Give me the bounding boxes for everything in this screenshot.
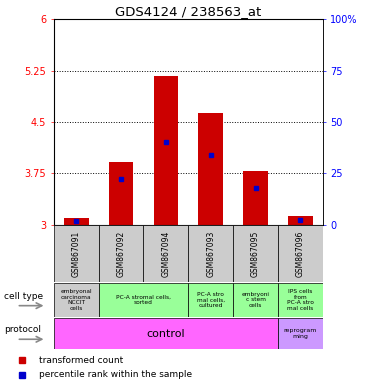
Bar xyxy=(233,225,278,282)
Bar xyxy=(144,225,188,282)
Text: cell type: cell type xyxy=(4,291,43,301)
Bar xyxy=(188,283,233,317)
Text: PC-A stromal cells,
sorted: PC-A stromal cells, sorted xyxy=(116,295,171,305)
Bar xyxy=(54,318,278,349)
Bar xyxy=(54,283,99,317)
Title: GDS4124 / 238563_at: GDS4124 / 238563_at xyxy=(115,5,262,18)
Text: GSM867093: GSM867093 xyxy=(206,231,215,277)
Text: protocol: protocol xyxy=(4,325,41,334)
Text: GSM867094: GSM867094 xyxy=(161,231,170,277)
Text: transformed count: transformed count xyxy=(39,356,123,365)
Bar xyxy=(109,162,133,225)
Bar xyxy=(278,318,323,349)
Bar xyxy=(99,283,188,317)
Text: embryonal
carcinoma
NCCIT
cells: embryonal carcinoma NCCIT cells xyxy=(60,289,92,311)
Text: GSM867096: GSM867096 xyxy=(296,231,305,277)
Text: PC-A stro
mal cells,
cultured: PC-A stro mal cells, cultured xyxy=(197,292,225,308)
Text: control: control xyxy=(147,328,185,339)
Text: percentile rank within the sample: percentile rank within the sample xyxy=(39,370,192,379)
Bar xyxy=(278,283,323,317)
Text: GSM867092: GSM867092 xyxy=(116,231,125,277)
Bar xyxy=(54,225,99,282)
Text: GSM867091: GSM867091 xyxy=(72,231,81,277)
Bar xyxy=(198,113,223,225)
Bar xyxy=(233,283,278,317)
Bar xyxy=(188,225,233,282)
Text: IPS cells
from
PC-A stro
mal cells: IPS cells from PC-A stro mal cells xyxy=(287,289,314,311)
Bar xyxy=(99,225,144,282)
Bar xyxy=(154,76,178,225)
Bar xyxy=(64,218,89,225)
Text: embryoni
c stem
cells: embryoni c stem cells xyxy=(242,292,269,308)
Text: reprogram
ming: reprogram ming xyxy=(284,328,317,339)
Bar xyxy=(278,225,323,282)
Bar xyxy=(288,217,313,225)
Bar xyxy=(243,171,268,225)
Text: GSM867095: GSM867095 xyxy=(251,231,260,277)
